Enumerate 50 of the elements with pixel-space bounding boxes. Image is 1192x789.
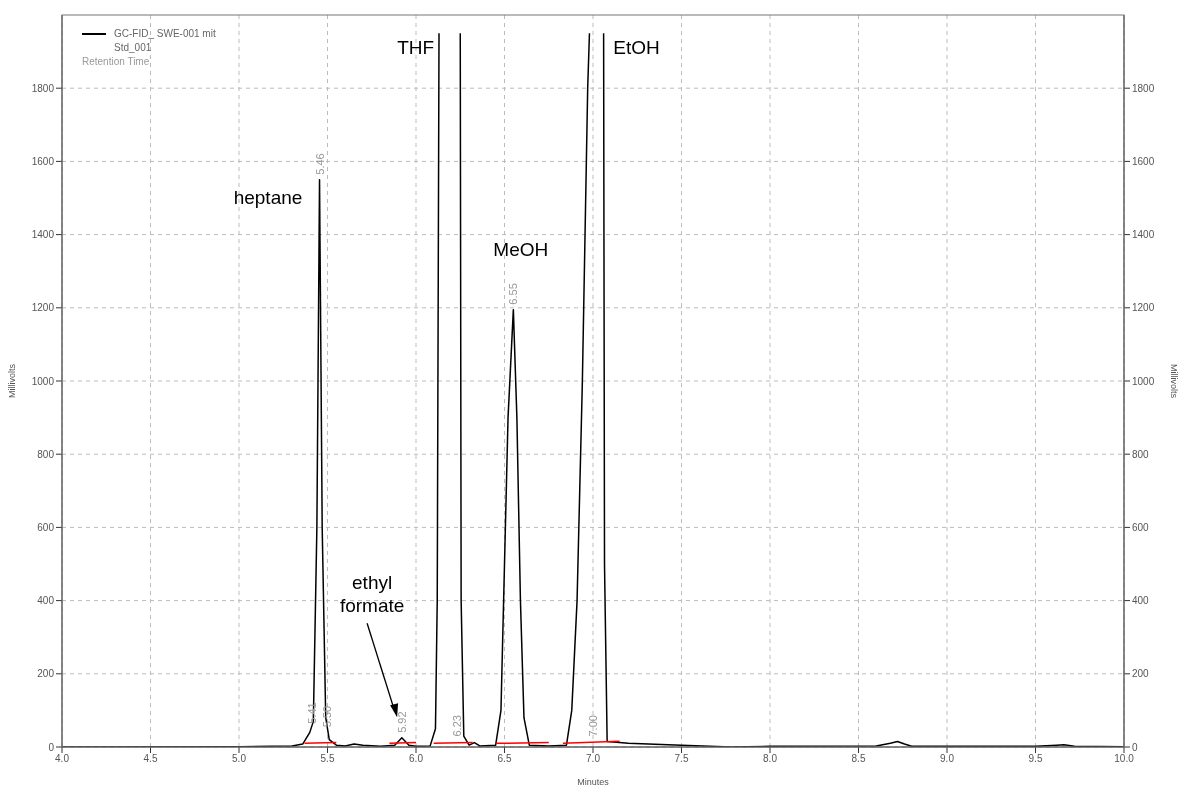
- x-tick-label: 7.5: [674, 753, 689, 765]
- y2-tick-label: 600: [1132, 521, 1150, 533]
- y2-tick-label: 200: [1132, 668, 1150, 680]
- y-tick-label: 800: [37, 448, 55, 460]
- y-tick-label: 1200: [31, 302, 55, 314]
- y-axis-title: Millivolts: [7, 363, 18, 399]
- y2-tick-label: 1400: [1132, 229, 1155, 241]
- annotation: EtOH: [613, 36, 660, 58]
- annotation: 5.46: [313, 153, 326, 175]
- x-tick-label: 9.0: [940, 753, 955, 765]
- x-tick-label: 6.5: [497, 753, 512, 765]
- x-tick-label: 7.0: [586, 753, 601, 765]
- y-tick-label: 1400: [31, 229, 55, 241]
- y-tick-label: 1600: [31, 155, 55, 167]
- y-tick-label: 400: [37, 595, 55, 607]
- x-tick-label: 8.0: [763, 753, 778, 765]
- annotation: 6.55: [507, 283, 520, 305]
- y-tick-label: 0: [48, 741, 55, 753]
- annotation: THF: [397, 36, 435, 58]
- x-tick-label: 5.0: [232, 753, 247, 765]
- annotation: Retention Time: [82, 55, 151, 69]
- y2-tick-label: 0: [1132, 741, 1138, 753]
- annotation: 5.41: [305, 702, 318, 724]
- y2-tick-label: 1800: [1132, 82, 1155, 94]
- annotation: 6.23: [450, 715, 463, 737]
- y2-tick-label: 400: [1132, 595, 1150, 607]
- x-tick-label: 4.5: [143, 753, 158, 765]
- y2-axis-title: Millivolts: [1168, 363, 1179, 399]
- x-tick-label: 9.5: [1028, 753, 1043, 765]
- y-tick-label: 1800: [31, 82, 55, 94]
- annotation: 5.50: [321, 705, 334, 728]
- y2-tick-label: 1600: [1132, 155, 1155, 167]
- y2-tick-label: 1200: [1132, 302, 1155, 314]
- x-tick-label: 4.0: [55, 753, 70, 765]
- annotation: 5.92: [395, 711, 408, 733]
- y2-tick-label: 1000: [1132, 375, 1155, 387]
- y2-tick-label: 800: [1132, 448, 1150, 460]
- annotation: ethyl formate: [339, 571, 405, 616]
- y-tick-label: 600: [37, 521, 55, 533]
- y-tick-label: 200: [37, 668, 55, 680]
- x-axis-title: Minutes: [577, 777, 610, 787]
- x-tick-label: 8.5: [851, 753, 866, 765]
- annotation: 7.00: [587, 715, 599, 737]
- legend-label: GC-FID_ SWE-001 mit Std_001: [114, 27, 217, 55]
- x-tick-label: 5.5: [320, 753, 335, 765]
- annotation: heptane: [233, 186, 303, 208]
- y-tick-label: 1000: [31, 375, 55, 387]
- x-tick-label: 10.0: [1114, 753, 1135, 765]
- x-tick-label: 6.0: [409, 753, 424, 765]
- annotation: MeOH: [493, 238, 549, 260]
